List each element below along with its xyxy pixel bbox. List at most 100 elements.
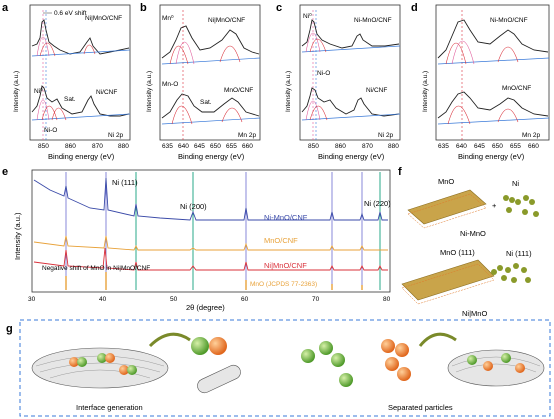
orange-particle <box>395 343 409 357</box>
panel-f-bottom-left: MnO (111) <box>440 248 475 257</box>
panel-e-frame <box>31 169 391 293</box>
panel-d-bottom-component <box>447 105 471 125</box>
panel-d-bottom-baseline <box>437 117 550 125</box>
panel-f-top-schematic: MnO Ni + Ni-MnO <box>407 177 539 238</box>
panel-a-ylabel: Intensity (a.u.) <box>13 71 20 112</box>
panel-c-bottom-fit <box>301 87 400 117</box>
panel-d-xtick: 655 <box>510 143 521 150</box>
panel-b-xtick: 650 <box>210 143 221 150</box>
panel-b-bottom-fit <box>161 93 260 119</box>
cnf-tube <box>197 364 241 394</box>
panel-b-series-bottom: MnO/CNF <box>224 87 253 94</box>
panel-a-frame <box>29 4 131 141</box>
panel-c-series-bottom: Ni/CNF <box>366 87 387 94</box>
panel-c-series-top: Ni-MnO/CNF <box>354 17 392 24</box>
panel-c-xticks: 850 860 870 880 <box>308 143 399 150</box>
panel-b-label: b <box>140 2 147 14</box>
panel-c-region: Ni 2p <box>378 132 394 139</box>
green-particle <box>501 353 511 363</box>
panel-c-label: c <box>276 2 282 14</box>
panel-b-bottom-component <box>221 107 243 123</box>
orange-particle <box>381 339 395 353</box>
panel-e-series3-line <box>33 247 388 271</box>
panel-b-xlabel: Binding energy (eV) <box>178 152 245 161</box>
panel-e-series2-line <box>33 235 388 251</box>
panel-c-frame <box>299 4 401 141</box>
panel-f-top-left: MnO <box>438 177 454 186</box>
cnf-sheet-mesh <box>451 356 541 373</box>
ni-atom <box>501 275 507 281</box>
panel-d-top-component <box>497 46 519 63</box>
panel-a-xlabel: Binding energy (eV) <box>48 152 115 161</box>
panel-a-top-fit <box>31 19 130 55</box>
panel-g: g Interface generation <box>6 319 551 417</box>
panel-e-series1-label: Ni-MnO/CNF <box>264 213 308 222</box>
panel-a: a Intensity (a.u.) Binding energy (eV) 8… <box>2 2 131 161</box>
panel-c-xtick: 860 <box>335 143 346 150</box>
ni-atom <box>529 199 535 205</box>
ni-atom <box>522 209 528 215</box>
ni-atom <box>491 269 497 275</box>
mno-slab <box>407 189 487 225</box>
ni-atom <box>509 197 515 203</box>
panel-d-series-top: Ni-MnO/CNF <box>490 17 528 24</box>
ni-atom <box>506 207 512 213</box>
panel-e-xlabel: 2θ (degree) <box>186 303 225 312</box>
panel-b-top-component <box>219 45 241 63</box>
panel-f-top-plus: + <box>492 201 497 210</box>
panel-a-shift-label: 0.6 eV shift <box>54 10 87 17</box>
panel-a-top-component <box>36 36 50 57</box>
panel-g-frame <box>19 319 551 417</box>
panel-a-top-component <box>39 42 56 57</box>
panel-a-series-top: Ni|MnO/CNF <box>85 15 122 22</box>
panel-d-xtick: 645 <box>474 143 485 150</box>
panel-b-frame <box>159 4 261 141</box>
panel-b-peak-mno: Mn-O <box>162 81 178 88</box>
panel-a-peak-nio: Ni-O <box>44 127 57 134</box>
orange-particle <box>397 367 411 381</box>
panel-e-label: e <box>2 166 8 178</box>
panel-c: c Intensity (a.u.) Binding energy (eV) 8… <box>276 2 401 161</box>
panel-a-peak-sat: Sat. <box>64 96 76 103</box>
panel-c-bottom-component <box>309 105 328 121</box>
panel-a-bottom-baseline <box>31 113 131 121</box>
green-particle <box>127 365 137 375</box>
panel-e-ylabel: Intensity (a.u.) <box>13 212 22 260</box>
panel-b-xtick: 655 <box>226 143 237 150</box>
ni-atom <box>511 277 517 283</box>
mno-slab <box>401 259 495 301</box>
panel-b-peak-sat: Sat. <box>200 99 212 106</box>
orange-particle <box>119 365 129 375</box>
panel-d-top-baseline <box>437 57 550 65</box>
panel-g-label: g <box>6 323 13 335</box>
panel-f-top-caption: Ni-MnO <box>460 229 486 238</box>
panel-a-bottom-fit <box>31 85 130 117</box>
panel-c-peak-ni0: Ni⁰ <box>303 12 312 20</box>
panel-e-xtick: 50 <box>170 296 178 303</box>
panel-a-series-bottom: Ni/CNF <box>96 89 117 96</box>
ni-atom <box>515 199 521 205</box>
panel-b-xtick: 640 <box>178 143 189 150</box>
panel-e-series1-line <box>33 177 388 221</box>
ni-atom <box>505 267 511 273</box>
panel-c-xlabel: Binding energy (eV) <box>318 152 385 161</box>
panel-c-xtick: 880 <box>388 143 399 150</box>
panel-f-top-right: Ni <box>512 179 519 188</box>
panel-d-xticks: 635 640 645 650 655 660 <box>438 143 539 150</box>
panel-a-top-component <box>83 44 96 55</box>
panel-f-label: f <box>398 166 402 178</box>
panel-b-region: Mn 2p <box>238 132 256 139</box>
panel-c-peak-nio: Ni-O <box>317 70 330 77</box>
panel-b-xtick: 660 <box>242 143 253 150</box>
panel-g-left-illustration: Interface generation <box>31 332 241 412</box>
green-particle <box>331 353 345 367</box>
ni-atom <box>513 263 519 269</box>
panel-d-top-component <box>445 42 467 65</box>
panel-c-xtick: 870 <box>362 143 373 150</box>
orange-particle <box>385 357 399 371</box>
panel-c-bottom-component <box>305 100 321 121</box>
ni-atom <box>521 267 527 273</box>
panel-e-xtick: 40 <box>99 296 107 303</box>
panel-e-note: Negative shift of MnO in Ni|MnO/CNF <box>42 265 150 272</box>
